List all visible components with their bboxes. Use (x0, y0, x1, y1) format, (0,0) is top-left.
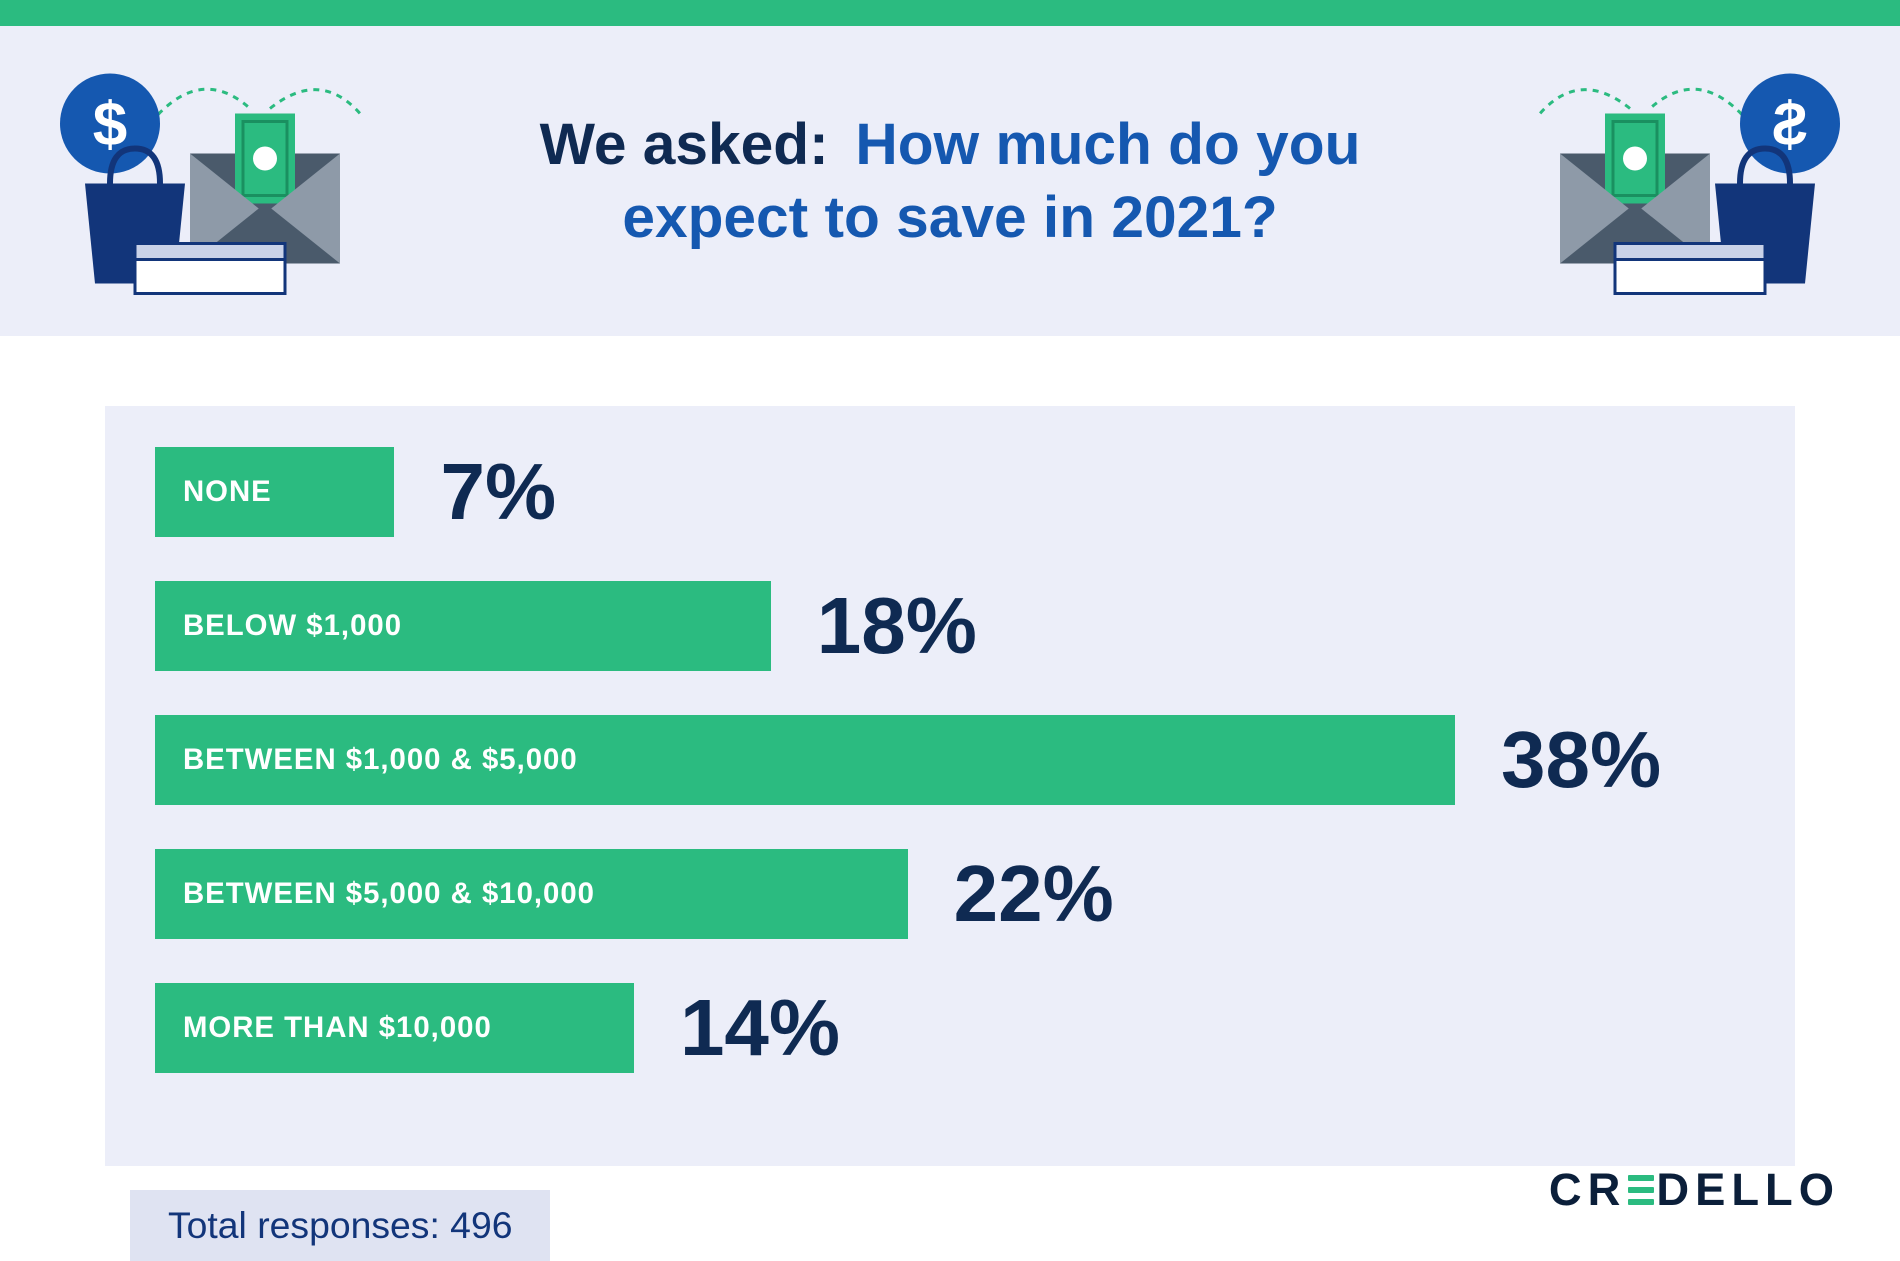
bar: BETWEEN $1,000 & $5,000 (155, 715, 1455, 805)
bar: BETWEEN $5,000 & $10,000 (155, 849, 908, 939)
header-illustration-right: $ (1520, 54, 1860, 309)
bar-row: BETWEEN $5,000 & $10,000 22% (155, 848, 1745, 940)
bar-row: BETWEEN $1,000 & $5,000 38% (155, 714, 1745, 806)
top-accent-bar (0, 0, 1900, 26)
total-responses: Total responses: 496 (130, 1190, 550, 1261)
logo-text-after: DELLO (1656, 1164, 1840, 1216)
bar: MORE THAN $10,000 (155, 983, 634, 1073)
title-prefix: We asked: (540, 112, 829, 177)
bar-chart: NONE 7% BELOW $1,000 18% BETWEEN $1,000 & $5… (105, 406, 1795, 1166)
bar-row: NONE 7% (155, 446, 1745, 538)
bar-value: 18% (817, 580, 977, 672)
bar-row: MORE THAN $10,000 14% (155, 982, 1745, 1074)
bar-value: 7% (440, 446, 556, 538)
bar: NONE (155, 447, 394, 537)
credello-logo: CR DELLO (1549, 1164, 1840, 1216)
header-illustration-left: $ (40, 54, 380, 309)
bar: BELOW $1,000 (155, 581, 771, 671)
header: $ We asked: How much do you expect to sa… (0, 26, 1900, 336)
logo-text-before: CR (1549, 1164, 1626, 1216)
page-title: We asked: How much do you expect to save… (500, 108, 1400, 255)
bar-value: 38% (1501, 714, 1661, 806)
logo-stripes-icon (1628, 1175, 1654, 1205)
bar-row: BELOW $1,000 18% (155, 580, 1745, 672)
bar-value: 14% (680, 982, 840, 1074)
bar-value: 22% (954, 848, 1114, 940)
